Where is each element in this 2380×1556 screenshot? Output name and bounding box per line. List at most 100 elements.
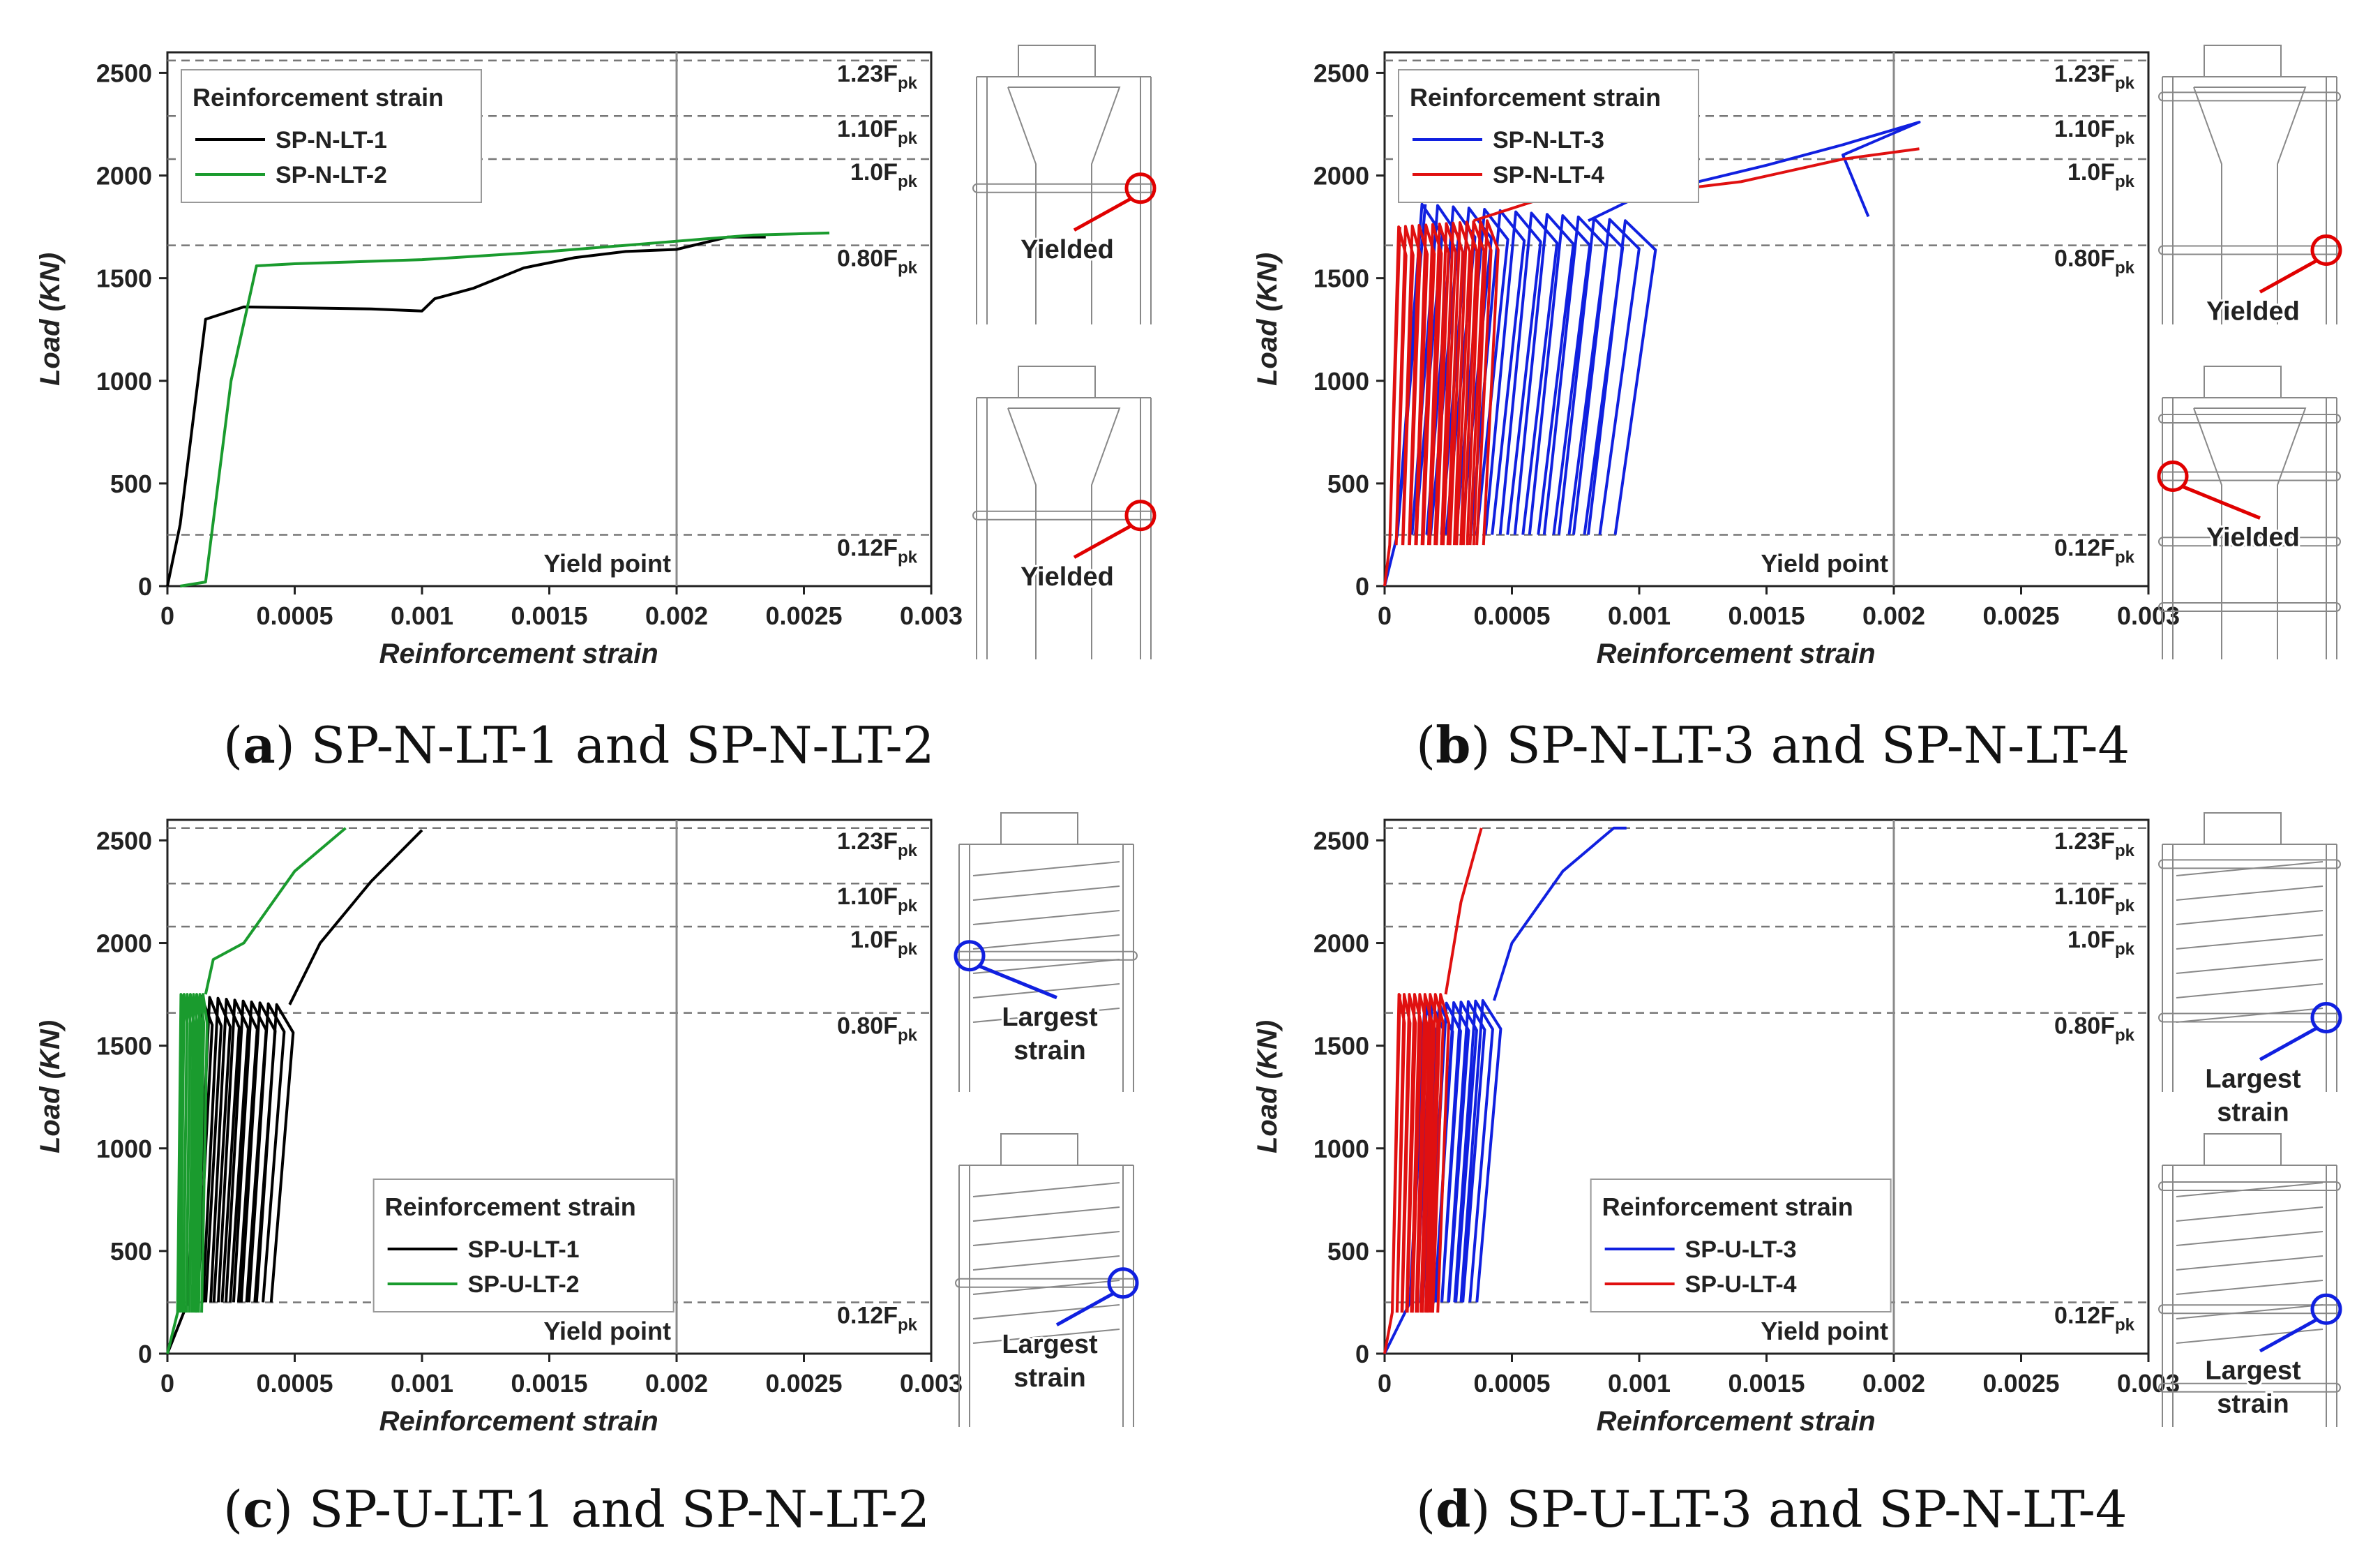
arrow-icon bbox=[2181, 484, 2261, 520]
y-tick-label: 2000 bbox=[1313, 929, 1369, 958]
x-axis-label: Reinforcement strain bbox=[1597, 1406, 1876, 1437]
x-tick-label: 0.0005 bbox=[1473, 1369, 1550, 1398]
spiral-wire bbox=[972, 1255, 1120, 1271]
legend-box bbox=[1590, 1179, 1892, 1312]
marker-label: strain bbox=[1014, 1363, 1085, 1393]
ref-line-label: 0.80Fpk bbox=[837, 246, 918, 278]
anchor-cone bbox=[1007, 87, 1121, 324]
legend-entry: SP-U-LT-2 bbox=[468, 1271, 580, 1298]
x-tick-label: 0.001 bbox=[1608, 1369, 1671, 1398]
yield-label: Yield point bbox=[1761, 549, 1888, 578]
strain-marker-icon bbox=[2157, 461, 2189, 492]
y-tick-label: 2500 bbox=[1313, 59, 1369, 87]
cap-block bbox=[2204, 45, 2282, 77]
strain-marker-icon bbox=[2310, 234, 2342, 266]
legend-title: Reinforcement strain bbox=[1410, 83, 1661, 112]
spiral-wire bbox=[2176, 910, 2323, 925]
y-tick-label: 2500 bbox=[1313, 826, 1369, 855]
hoop-bar bbox=[2158, 1382, 2341, 1393]
spiral-wire bbox=[972, 885, 1120, 901]
legend-entry: SP-U-LT-1 bbox=[468, 1236, 580, 1263]
cap-block bbox=[2204, 812, 2282, 845]
x-tick-label: 0.0005 bbox=[256, 1369, 333, 1398]
yield-label: Yield point bbox=[1761, 1317, 1888, 1345]
y-tick-label: 1000 bbox=[1313, 367, 1369, 396]
spiral-wire bbox=[972, 1206, 1120, 1222]
ref-line-label: 1.23Fpk bbox=[837, 61, 918, 93]
caption-text: SP-N-LT-1 and SP-N-LT-2 bbox=[310, 716, 935, 775]
caption-letter: d bbox=[1436, 1479, 1471, 1539]
spiral-wire bbox=[972, 983, 1120, 998]
x-tick-label: 0.002 bbox=[645, 601, 708, 630]
x-tick-label: 0.0015 bbox=[1728, 601, 1805, 630]
legend-title: Reinforcement strain bbox=[385, 1192, 636, 1221]
caption-letter: b bbox=[1436, 715, 1471, 775]
y-tick-label: 2000 bbox=[96, 162, 152, 190]
caption-text: SP-U-LT-1 and SP-N-LT-2 bbox=[308, 1480, 931, 1539]
caption-letter: a bbox=[243, 715, 276, 775]
ref-line-label: 1.0Fpk bbox=[2068, 927, 2135, 959]
legend: Reinforcement strain SP-N-LT-3 SP-N-LT-4 bbox=[1398, 69, 1699, 203]
strain-marker-icon bbox=[1107, 1267, 1139, 1299]
chart-b: 0 500 1000 1500 2000 2500 0 0.0005 0.001 0.0015 0.… bbox=[1252, 45, 2342, 669]
spiral-wire bbox=[972, 861, 1120, 876]
legend-entry: SP-U-LT-3 bbox=[1685, 1236, 1797, 1263]
x-axis-label: Reinforcement strain bbox=[379, 1406, 658, 1437]
cap-block bbox=[2204, 1133, 2282, 1166]
y-tick-label: 1000 bbox=[96, 367, 152, 396]
y-tick-label: 500 bbox=[1327, 470, 1369, 498]
spiral-wire bbox=[2176, 1304, 2323, 1319]
ref-line-label: 1.0Fpk bbox=[850, 159, 918, 191]
chart-d: 0 500 1000 1500 2000 2500 0 0.0005 0.001 0.0015 0.… bbox=[1252, 812, 2342, 1437]
series-SP-N-LT-4 bbox=[1383, 147, 1920, 587]
y-tick-label: 500 bbox=[1327, 1237, 1369, 1266]
y-axis-label: Load (KN) bbox=[1252, 253, 1283, 386]
legend-box bbox=[181, 69, 482, 203]
ref-line-label: 1.23Fpk bbox=[2054, 828, 2135, 860]
x-tick-label: 0.0025 bbox=[765, 1369, 842, 1398]
legend: Reinforcement strain SP-U-LT-1 SP-U-LT-2 bbox=[372, 1179, 675, 1312]
spiral-wire bbox=[2176, 1206, 2323, 1222]
specimen-diagram: Largest strain bbox=[955, 1133, 1139, 1427]
series-SP-U-LT-2 bbox=[166, 827, 347, 1354]
x-tick-label: 0 bbox=[1378, 1369, 1392, 1398]
ref-line-label: 1.10Fpk bbox=[2054, 116, 2135, 148]
x-tick-label: 0 bbox=[160, 1369, 174, 1398]
y-tick-label: 2500 bbox=[96, 826, 152, 855]
series-SP-U-LT-4 bbox=[1383, 828, 1483, 1354]
spiral-wire bbox=[2176, 983, 2323, 998]
marker-label: Yielded bbox=[1020, 562, 1114, 592]
anchor-cone bbox=[1007, 407, 1121, 659]
anchor-cone bbox=[2193, 87, 2307, 324]
hoop-bar bbox=[2158, 859, 2341, 869]
strain-marker-icon bbox=[2310, 1002, 2342, 1033]
x-tick-label: 0.003 bbox=[2117, 601, 2180, 630]
x-tick-label: 0.002 bbox=[1862, 1369, 1925, 1398]
y-tick-label: 1500 bbox=[96, 1032, 152, 1061]
spiral-wire bbox=[2176, 1008, 2323, 1023]
x-tick-label: 0.0015 bbox=[511, 1369, 587, 1398]
x-axis-label: Reinforcement strain bbox=[379, 638, 658, 669]
y-tick-label: 1500 bbox=[1313, 264, 1369, 293]
spiral-wire bbox=[2176, 1329, 2323, 1344]
series-line bbox=[1383, 147, 1920, 587]
caption-text: SP-U-LT-3 and SP-N-LT-4 bbox=[1506, 1480, 2127, 1539]
cap-block bbox=[1018, 45, 1096, 77]
hoop-bar bbox=[2158, 602, 2341, 612]
cap-block bbox=[1018, 366, 1096, 398]
marker-label: strain bbox=[2217, 1389, 2289, 1419]
spiral-wire bbox=[972, 934, 1120, 950]
legend-entry: SP-N-LT-1 bbox=[276, 127, 387, 154]
hoop-bar bbox=[2158, 91, 2341, 102]
marker-label: Largest bbox=[2205, 1356, 2301, 1385]
marker-label: Largest bbox=[1002, 1003, 1098, 1032]
chart-c: 0 500 1000 1500 2000 2500 0 0.0005 0.001 0.0015 0.… bbox=[35, 812, 1139, 1437]
series-line bbox=[166, 827, 347, 1354]
marker-label: Yielded bbox=[1020, 235, 1114, 264]
series-line bbox=[166, 235, 766, 587]
specimen-diagram: Largest strain bbox=[2158, 812, 2342, 1130]
legend-title: Reinforcement strain bbox=[1602, 1192, 1853, 1221]
ref-line-label: 1.23Fpk bbox=[837, 828, 918, 860]
caption-text: SP-N-LT-3 and SP-N-LT-4 bbox=[1506, 716, 2130, 775]
